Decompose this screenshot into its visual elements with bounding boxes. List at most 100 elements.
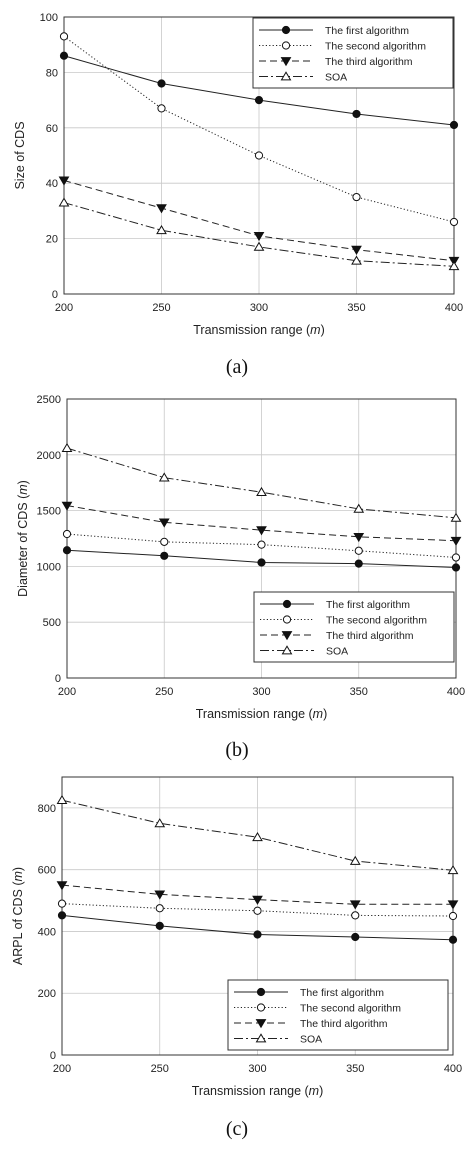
data-point <box>450 512 462 522</box>
y-tick-label: 200 <box>38 988 56 1000</box>
data-point <box>158 472 170 482</box>
y-axis-label-unit: m <box>11 871 25 881</box>
data-point <box>254 151 264 160</box>
x-axis-label-suffix: ) <box>323 707 327 721</box>
x-tick-label: 200 <box>55 302 73 314</box>
data-point <box>252 895 263 905</box>
x-axis-label-unit: m <box>313 707 323 721</box>
x-axis-label: Transmission range (m) <box>196 707 328 721</box>
legend-entry: SOA <box>300 1034 322 1046</box>
data-point <box>351 911 360 920</box>
data-point <box>253 930 262 939</box>
data-point <box>155 904 164 913</box>
data-point <box>256 486 267 497</box>
y-tick-label: 60 <box>46 123 58 135</box>
legend-entry: SOA <box>326 646 348 658</box>
legend-marker <box>282 615 292 624</box>
data-point <box>59 32 69 41</box>
figure-caption: (a) <box>226 356 248 378</box>
data-point <box>156 225 167 235</box>
legend-entry: The first algorithm <box>326 599 410 611</box>
data-point <box>157 79 166 88</box>
y-tick-label: 600 <box>38 865 56 877</box>
data-point <box>449 120 459 130</box>
legend-marker <box>255 1033 267 1043</box>
y-tick-label: 0 <box>52 289 58 301</box>
data-point <box>57 911 67 920</box>
x-tick-label: 400 <box>444 1063 462 1075</box>
y-tick-label: 20 <box>46 234 58 246</box>
data-point <box>349 900 361 910</box>
legend-entry: The third algorithm <box>326 630 414 642</box>
x-axis-label-text: Transmission range ( <box>196 707 314 721</box>
data-point <box>351 932 360 942</box>
x-axis-label: Transmission range (m) <box>192 1084 324 1098</box>
y-tick-label: 2500 <box>37 394 61 406</box>
series-1 <box>62 529 461 562</box>
data-point <box>62 546 72 555</box>
x-tick-label: 200 <box>53 1063 71 1075</box>
legend-entry: The first algorithm <box>325 25 409 37</box>
legend-marker <box>255 1019 267 1029</box>
series-2 <box>58 176 460 267</box>
x-axis-label-text: Transmission range ( <box>192 1084 310 1098</box>
data-point <box>58 197 70 207</box>
y-tick-label: 1500 <box>37 506 61 518</box>
legend-marker <box>256 987 266 997</box>
data-point <box>448 935 458 944</box>
x-tick-label: 250 <box>155 686 173 698</box>
legend: The first algorithm The second algorithm T… <box>227 979 449 1051</box>
x-axis-label: Transmission range (m) <box>193 323 325 337</box>
data-point <box>253 906 262 915</box>
legend-entry: The second algorithm <box>325 41 426 53</box>
y-axis-label-suffix: ) <box>16 480 30 484</box>
legend-marker <box>280 57 292 67</box>
y-tick-label: 2000 <box>37 450 61 462</box>
data-point <box>352 192 361 202</box>
x-axis-label-unit: m <box>309 1084 319 1098</box>
legend: The first algorithm The second algorithm T… <box>252 17 454 89</box>
data-point <box>257 558 266 567</box>
series-3 <box>56 794 459 875</box>
legend-entry: The third algorithm <box>325 56 413 68</box>
legend-entry: The first algorithm <box>300 987 384 999</box>
plot-frame <box>63 16 455 295</box>
series-2 <box>61 501 462 546</box>
data-point <box>158 518 170 528</box>
data-point <box>160 537 169 546</box>
series-3 <box>61 442 462 522</box>
series-0 <box>59 51 459 130</box>
x-axis-label-suffix: ) <box>319 1084 323 1098</box>
data-point <box>58 176 70 186</box>
data-point <box>57 899 67 908</box>
x-tick-label: 400 <box>445 302 463 314</box>
series-2 <box>56 881 459 910</box>
y-axis-label-text: Diameter of CDS ( <box>16 494 30 597</box>
data-point <box>154 890 166 900</box>
data-point <box>451 553 461 562</box>
data-point <box>256 526 267 536</box>
y-axis-label: Size of CDS <box>13 121 27 189</box>
legend-marker <box>281 25 291 35</box>
series-3 <box>58 197 460 271</box>
data-point <box>252 831 263 842</box>
data-point <box>352 109 361 119</box>
data-point <box>56 794 68 805</box>
data-point <box>447 865 459 875</box>
x-tick-label: 400 <box>447 686 465 698</box>
y-tick-label: 100 <box>40 12 58 24</box>
y-tick-label: 80 <box>46 67 58 79</box>
data-point <box>351 245 362 255</box>
y-axis-label-unit: m <box>16 484 30 494</box>
data-point <box>59 51 69 60</box>
legend-entry: The second algorithm <box>300 1003 401 1015</box>
y-tick-label: 0 <box>50 1050 56 1062</box>
x-axis-label-text: Transmission range ( <box>193 323 311 337</box>
legend: The first algorithm The second algorithm T… <box>253 591 455 663</box>
y-axis-label: ARPL of CDS (m) <box>11 867 25 965</box>
data-point <box>353 503 365 513</box>
data-point <box>56 881 68 891</box>
legend-entry: SOA <box>325 72 347 84</box>
x-tick-label: 250 <box>152 302 170 314</box>
x-tick-label: 200 <box>58 686 76 698</box>
